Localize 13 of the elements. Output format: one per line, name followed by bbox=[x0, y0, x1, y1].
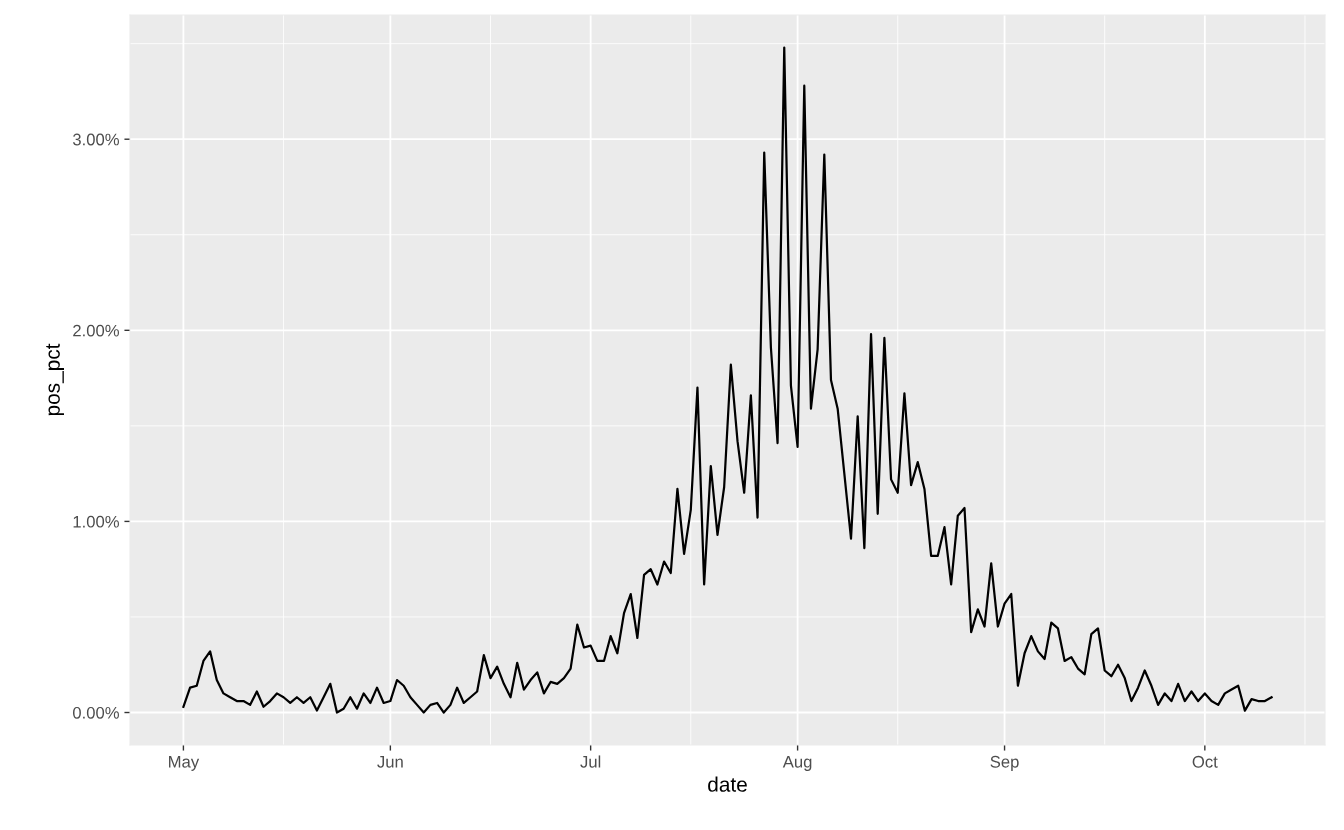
x-tick-label: Sep bbox=[990, 755, 1019, 771]
y-axis-title: pos_pct bbox=[46, 343, 64, 416]
x-tick-label: Jul bbox=[580, 755, 601, 768]
x-tick-label: Jun bbox=[377, 756, 403, 768]
x-axis-title: date bbox=[708, 776, 747, 792]
y-tick-label: 3.00% bbox=[72, 133, 119, 146]
x-tick-label: Oct bbox=[1192, 755, 1218, 768]
y-tick-label: 0.00% bbox=[72, 706, 119, 719]
y-tick-label: 1.00% bbox=[73, 515, 119, 528]
line-series bbox=[182, 46, 1273, 714]
x-tick-label: Aug bbox=[782, 756, 812, 771]
x-tick-label: May bbox=[169, 756, 200, 771]
y-tick-label: 2.00% bbox=[73, 324, 119, 337]
